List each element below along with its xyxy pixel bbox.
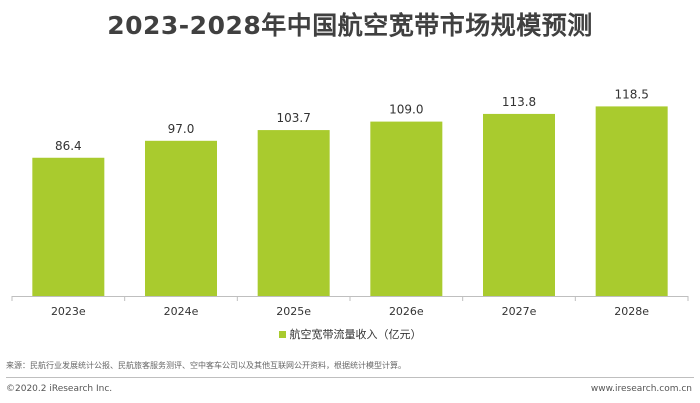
- chart-title: 2023-2028年中国航空宽带市场规模预测: [107, 11, 593, 40]
- bar-2028e: [595, 106, 668, 297]
- bar-2024e: [145, 140, 217, 296]
- legend-swatch: [278, 330, 286, 338]
- data-label-2024e: 97.0: [168, 122, 195, 136]
- x-tick-label-2025e: 2025e: [276, 305, 311, 318]
- x-tick-label-2027e: 2027e: [502, 305, 537, 318]
- bar-chart: 86.4 2023e 97.0 2024e 103.7 2025e 109.0 2026e 11…: [11, 87, 689, 318]
- x-tick-label-2028e: 2028e: [614, 305, 649, 318]
- data-label-2028e: 118.5: [614, 87, 648, 101]
- data-label-2026e: 109.0: [389, 103, 423, 117]
- legend: 航空宽带流量收入（亿元）: [0, 326, 700, 342]
- footer-divider: [6, 377, 694, 378]
- bar-2025e: [257, 130, 330, 296]
- bar-2026e: [370, 121, 443, 296]
- bar-2023e: [32, 157, 105, 296]
- x-tick-label-2023e: 2023e: [51, 305, 86, 318]
- x-tick-label-2026e: 2026e: [389, 305, 424, 318]
- website: www.iresearch.com.cn: [590, 384, 692, 394]
- data-label-2025e: 103.7: [276, 111, 310, 125]
- source-note: 来源：民航行业发展统计公报、民航旅客服务测评、空中客车公司以及其他互联网公开资料…: [6, 361, 406, 370]
- data-label-2023e: 86.4: [55, 139, 82, 153]
- copyright: ©2020.2 iResearch Inc.: [6, 384, 113, 394]
- data-label-2027e: 113.8: [502, 95, 536, 109]
- bar-2027e: [483, 113, 555, 296]
- x-tick-label-2024e: 2024e: [164, 305, 199, 318]
- legend-label: 航空宽带流量收入（亿元）: [289, 328, 422, 341]
